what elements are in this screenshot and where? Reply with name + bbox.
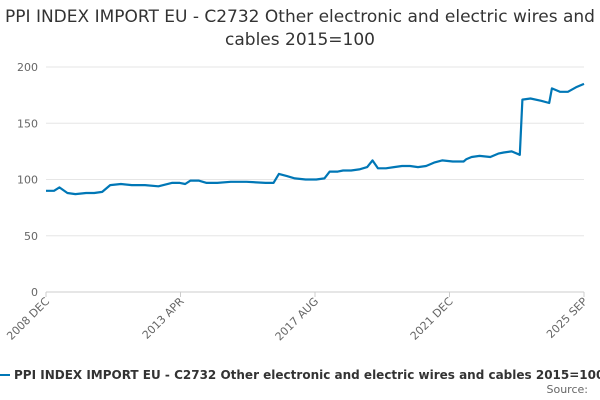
legend-line-icon bbox=[0, 374, 10, 376]
y-tick-label: 0 bbox=[31, 286, 38, 299]
y-axis: 0 50 100 150 200 bbox=[17, 61, 38, 299]
y-tick-label: 200 bbox=[17, 61, 38, 74]
y-tick-label: 100 bbox=[17, 174, 38, 187]
x-tick-label: 2008 DEC bbox=[4, 295, 52, 343]
x-tick-label: 2017 AUG bbox=[273, 295, 322, 344]
legend[interactable]: PPI INDEX IMPORT EU - C2732 Other electr… bbox=[0, 366, 600, 384]
x-axis: 2008 DEC 2013 APR 2017 AUG 2021 DEC 2025 SEP bbox=[4, 292, 590, 343]
x-tick-label: 2025 SEP bbox=[544, 295, 590, 341]
y-tick-label: 150 bbox=[17, 117, 38, 130]
series-line[interactable] bbox=[46, 82, 585, 196]
y-tick-label: 50 bbox=[24, 230, 38, 243]
legend-label: PPI INDEX IMPORT EU - C2732 Other electr… bbox=[14, 368, 600, 382]
x-tick-label: 2021 DEC bbox=[408, 295, 456, 343]
x-tick-label: 2013 APR bbox=[140, 295, 187, 342]
source-label: Source: bbox=[546, 383, 589, 396]
chart-title: PPI INDEX IMPORT EU - C2732 Other electr… bbox=[5, 7, 595, 50]
